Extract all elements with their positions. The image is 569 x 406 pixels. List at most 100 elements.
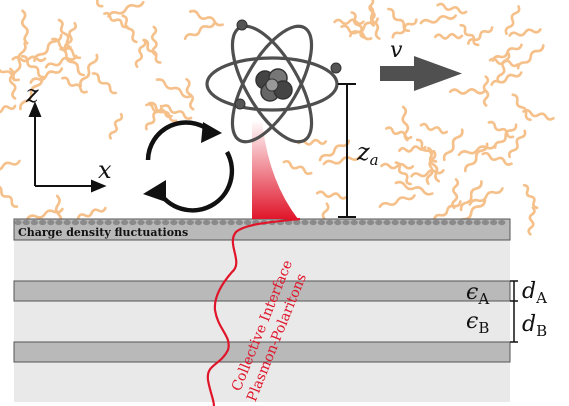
photon-wiggle bbox=[482, 75, 490, 107]
surface-charge-dot bbox=[326, 219, 334, 226]
surface-charge-dot bbox=[170, 219, 178, 226]
photon-wiggle bbox=[464, 142, 489, 173]
photon-wiggle bbox=[20, 9, 29, 45]
thickness-brackets bbox=[510, 280, 518, 343]
surface-charge-dot bbox=[129, 219, 137, 226]
photon-wiggle bbox=[315, 190, 348, 200]
surface-charge-dot bbox=[227, 219, 235, 226]
surface-charge-dot bbox=[334, 219, 342, 226]
rotation-arrowhead-1 bbox=[201, 122, 222, 143]
photon-wiggle bbox=[516, 44, 545, 70]
photon-wiggle bbox=[368, 5, 381, 40]
surface-charge-dot bbox=[88, 219, 96, 226]
photon-wiggle bbox=[490, 71, 523, 86]
material-stack bbox=[13, 218, 511, 402]
thermal-photon-background bbox=[0, 0, 555, 236]
surface-charge-dot bbox=[30, 219, 38, 226]
surface-charge-dot bbox=[178, 219, 186, 226]
photon-wiggle bbox=[425, 149, 437, 185]
photon-wiggle bbox=[20, 54, 45, 79]
surface-charge-dot bbox=[145, 219, 153, 226]
photon-wiggle bbox=[183, 21, 216, 41]
surface-charge-dot bbox=[211, 219, 219, 226]
photon-wiggle bbox=[76, 206, 107, 220]
rotation-arrowhead-2 bbox=[143, 180, 166, 202]
epsilon-b-label: ϵB bbox=[466, 309, 489, 337]
surface-charge-dot bbox=[416, 219, 424, 226]
surface-charge-dot bbox=[424, 219, 432, 226]
photon-wiggle bbox=[185, 78, 195, 111]
photon-wiggle bbox=[107, 0, 145, 18]
photon-wiggle bbox=[161, 104, 193, 120]
photon-wiggle bbox=[419, 14, 457, 25]
surface-charge-dot bbox=[358, 219, 366, 226]
photon-wiggle bbox=[108, 112, 124, 140]
surface-charge-dot bbox=[481, 219, 489, 226]
photon-wiggle bbox=[496, 51, 511, 84]
surface-charge-dot bbox=[383, 219, 391, 226]
substrate-region bbox=[14, 226, 510, 402]
photon-wiggle bbox=[394, 180, 434, 196]
surface-charge-dot bbox=[203, 219, 211, 226]
charge-density-label: Charge density fluctuations bbox=[18, 226, 188, 239]
photon-wiggle bbox=[333, 18, 365, 26]
height-label: za bbox=[356, 138, 379, 169]
photon-wiggle bbox=[487, 120, 515, 139]
surface-charge-dot bbox=[71, 219, 79, 226]
surface-charge-dot bbox=[137, 219, 145, 226]
photon-wiggle bbox=[401, 105, 410, 142]
height-marker bbox=[338, 83, 356, 218]
surface-charge-dot bbox=[309, 219, 317, 226]
photon-wiggle bbox=[504, 5, 521, 35]
photon-wiggle bbox=[451, 178, 460, 210]
surface-charge-dot bbox=[498, 219, 506, 226]
axes-icon bbox=[28, 101, 107, 193]
photon-wiggle bbox=[448, 88, 486, 95]
surface-charge-dot bbox=[408, 219, 416, 226]
axis-z-label: z bbox=[25, 80, 39, 108]
surface-charge-dot bbox=[55, 219, 63, 226]
surface-charge-dot bbox=[96, 219, 104, 226]
surface-charge-dot bbox=[39, 219, 47, 226]
surface-charge-dot bbox=[391, 219, 399, 226]
photon-wiggle bbox=[394, 161, 412, 186]
photon-wiggle bbox=[63, 21, 78, 51]
photon-wiggle bbox=[188, 9, 224, 27]
photon-wiggle bbox=[508, 28, 542, 37]
photon-wiggle bbox=[410, 169, 445, 178]
photon-wiggle bbox=[25, 207, 64, 221]
evanescent-field bbox=[252, 120, 298, 219]
surface-charge-dot bbox=[194, 219, 202, 226]
photon-wiggle bbox=[19, 76, 44, 111]
photon-wiggle bbox=[81, 0, 104, 8]
surface-charge-dot bbox=[440, 219, 448, 226]
photon-wiggle bbox=[527, 206, 536, 236]
surface-charge-dot bbox=[399, 219, 407, 226]
surface-charge-dot bbox=[432, 219, 440, 226]
surface-charge-dot bbox=[457, 219, 465, 226]
plasmon-curve bbox=[206, 217, 301, 406]
surface-charge-dot bbox=[80, 219, 88, 226]
epsilon-a-label: ϵA bbox=[466, 280, 489, 308]
photon-wiggle bbox=[459, 180, 483, 212]
surface-charge-dot bbox=[449, 219, 457, 226]
photon-wiggle bbox=[434, 32, 464, 40]
photon-wiggle bbox=[59, 47, 86, 77]
axis-x-label: x bbox=[98, 156, 112, 184]
surface-charge-dot bbox=[350, 219, 358, 226]
photon-wiggle bbox=[155, 78, 191, 99]
photon-wiggle bbox=[322, 155, 362, 166]
photon-wiggle bbox=[511, 93, 532, 122]
surface-charge-dot bbox=[235, 219, 243, 226]
surface-charge-dot bbox=[293, 219, 301, 226]
surface-charge-dot bbox=[219, 219, 227, 226]
surface-charge-dots bbox=[14, 219, 506, 226]
surface-charge-dot bbox=[104, 219, 112, 226]
photon-wiggle bbox=[507, 129, 527, 159]
surface-charge-dot bbox=[244, 219, 252, 226]
photon-wiggle bbox=[387, 7, 411, 33]
photon-wiggle bbox=[436, 2, 468, 15]
photon-wiggle bbox=[79, 53, 99, 88]
surface-charge-dot bbox=[465, 219, 473, 226]
